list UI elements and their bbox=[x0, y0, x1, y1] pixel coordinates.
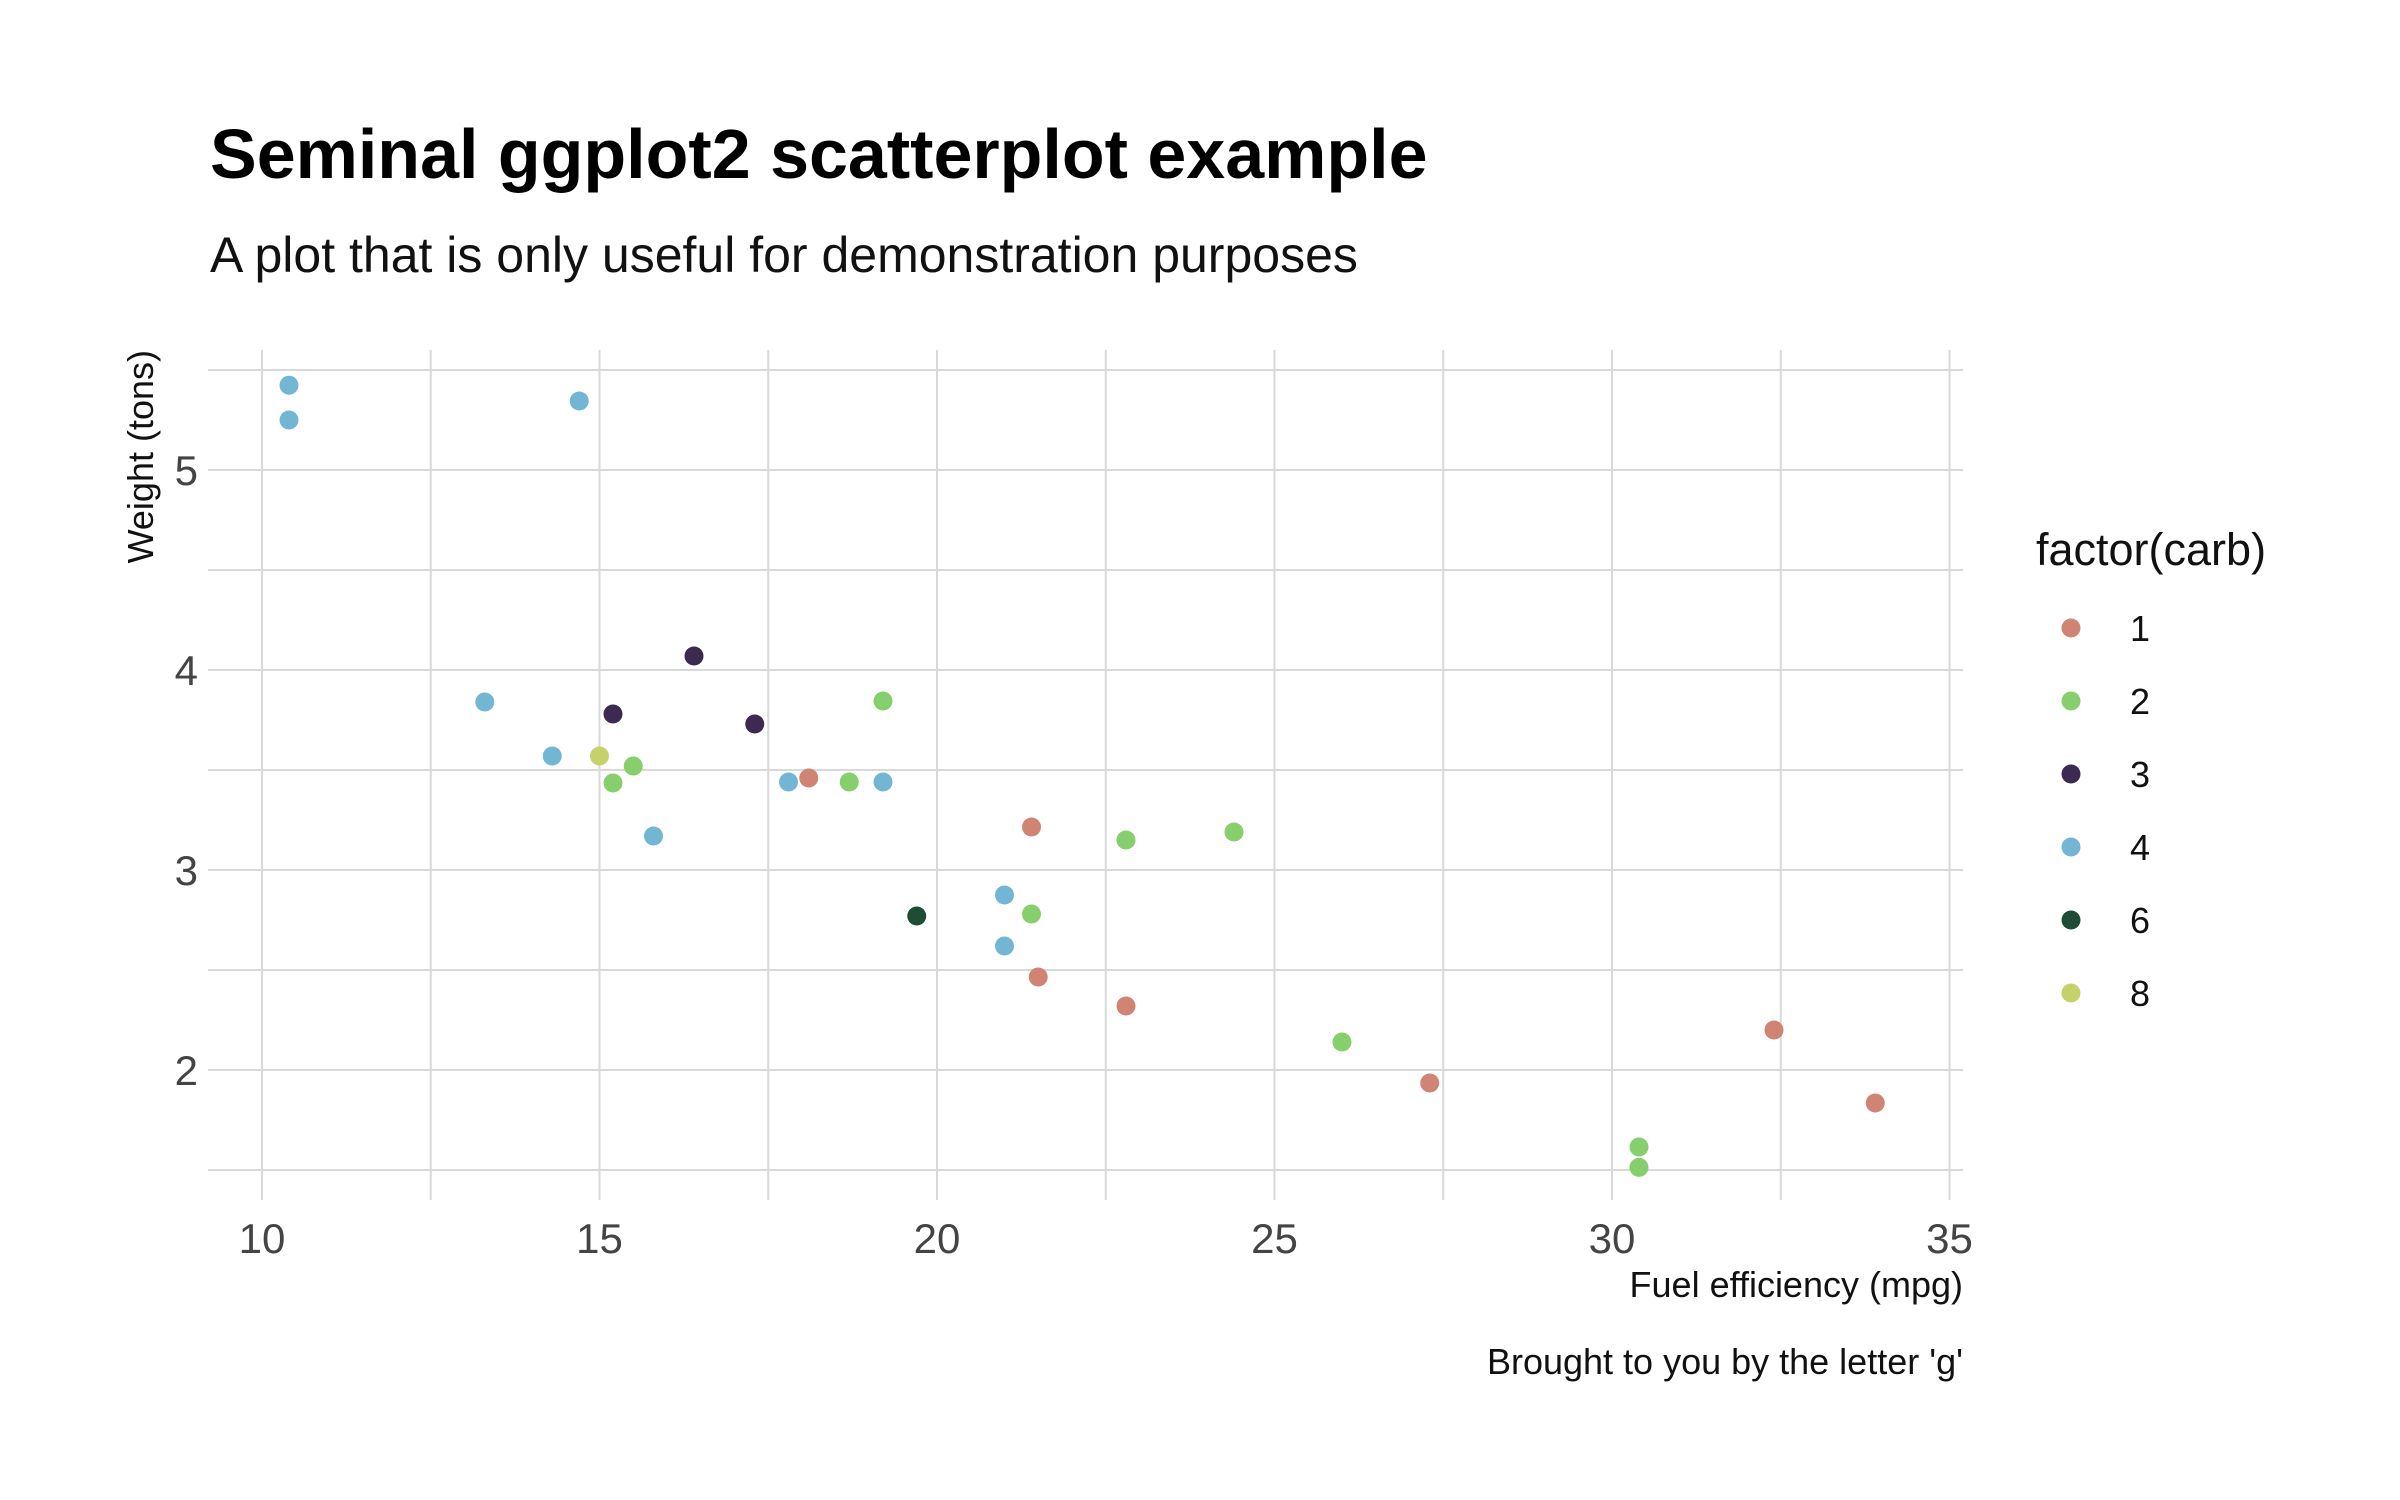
legend-label: 6 bbox=[2130, 900, 2150, 941]
data-point bbox=[1028, 967, 1048, 987]
y-axis-ticks: 2 3 4 5 bbox=[175, 447, 198, 1094]
data-points bbox=[279, 375, 1885, 1177]
x-axis-label: Fuel efficiency (mpg) bbox=[1630, 1264, 1963, 1305]
data-point bbox=[1420, 1073, 1440, 1093]
data-point bbox=[1224, 822, 1244, 842]
y-tick-label: 2 bbox=[175, 1047, 198, 1094]
data-point bbox=[603, 773, 623, 793]
data-point bbox=[279, 410, 299, 430]
data-point bbox=[569, 391, 589, 411]
data-point bbox=[1022, 817, 1041, 837]
x-tick-label: 35 bbox=[1926, 1215, 1973, 1262]
legend-label: 2 bbox=[2130, 681, 2150, 722]
x-tick-label: 25 bbox=[1251, 1215, 1298, 1262]
legend-key bbox=[2061, 691, 2081, 711]
x-tick-label: 30 bbox=[1589, 1215, 1636, 1262]
data-point bbox=[779, 772, 798, 792]
data-point bbox=[995, 936, 1014, 956]
x-tick-label: 15 bbox=[576, 1215, 623, 1262]
x-tick-label: 20 bbox=[914, 1215, 961, 1262]
chart-subtitle: A plot that is only useful for demonstra… bbox=[210, 227, 1358, 283]
data-point bbox=[623, 756, 643, 776]
y-tick-label: 3 bbox=[175, 847, 198, 894]
data-point bbox=[542, 746, 562, 766]
chart-title: Seminal ggplot2 scatterplot example bbox=[210, 115, 1428, 193]
legend-key bbox=[2061, 983, 2081, 1003]
data-point bbox=[1022, 904, 1041, 924]
legend-label: 4 bbox=[2130, 827, 2150, 868]
legend-entries: 1 2 3 4 6 8 bbox=[2061, 608, 2150, 1014]
data-point bbox=[590, 746, 609, 766]
data-point bbox=[1116, 830, 1136, 850]
x-axis-ticks: 10 15 20 25 30 35 bbox=[239, 1215, 1973, 1262]
data-point bbox=[475, 692, 495, 712]
data-point bbox=[799, 768, 819, 788]
data-point bbox=[1332, 1032, 1352, 1052]
legend-label: 8 bbox=[2130, 973, 2150, 1014]
x-tick-label: 10 bbox=[239, 1215, 286, 1262]
legend-key bbox=[2061, 910, 2081, 930]
data-point bbox=[873, 772, 893, 792]
data-point bbox=[1629, 1157, 1649, 1177]
legend-key bbox=[2061, 764, 2081, 784]
data-point bbox=[644, 826, 663, 846]
legend-label: 1 bbox=[2130, 608, 2150, 649]
data-point bbox=[279, 375, 299, 395]
chart-caption: Brought to you by the letter 'g' bbox=[1487, 1341, 1963, 1382]
data-point bbox=[603, 704, 623, 724]
data-point bbox=[1865, 1093, 1885, 1113]
legend-key bbox=[2061, 618, 2081, 638]
legend-label: 3 bbox=[2130, 754, 2150, 795]
data-point bbox=[745, 714, 765, 734]
data-point bbox=[1116, 996, 1136, 1016]
data-point bbox=[907, 906, 927, 926]
data-point bbox=[1764, 1020, 1784, 1040]
legend: factor(carb) 1 2 3 4 6 8 bbox=[2036, 524, 2266, 1014]
data-point bbox=[995, 885, 1014, 905]
legend-key bbox=[2061, 837, 2081, 857]
grid bbox=[208, 350, 1963, 1200]
data-point bbox=[684, 646, 704, 666]
y-tick-label: 4 bbox=[175, 647, 198, 694]
data-point bbox=[839, 772, 859, 792]
data-point bbox=[873, 691, 893, 711]
legend-title: factor(carb) bbox=[2036, 524, 2266, 575]
data-point bbox=[1629, 1137, 1649, 1157]
y-tick-label: 5 bbox=[175, 447, 198, 494]
y-axis-label: Weight (tons) bbox=[120, 350, 161, 563]
